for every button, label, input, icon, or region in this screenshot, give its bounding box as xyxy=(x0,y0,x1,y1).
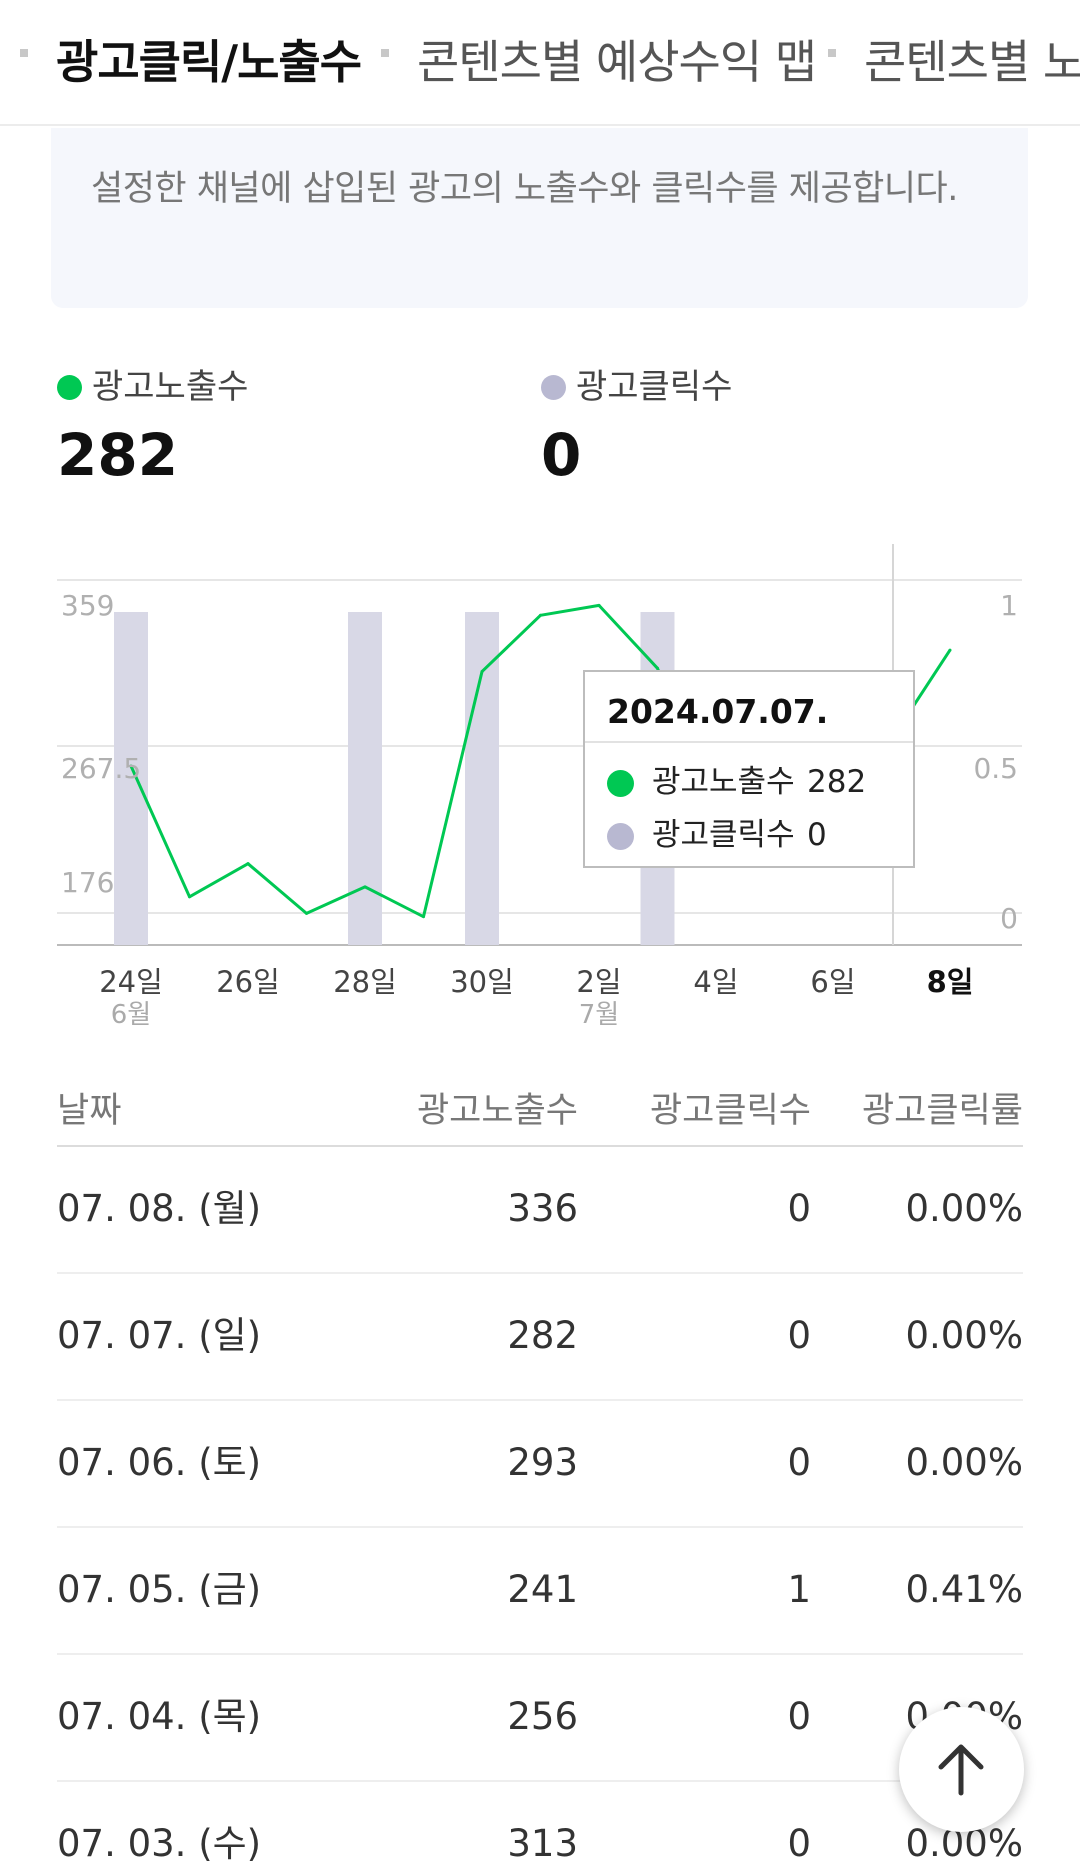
tooltip-row-clicks: 광고클릭수 0 xyxy=(607,813,897,857)
y-right-tick-label: 1 xyxy=(1000,589,1018,622)
cell-date: 07. 04. (목) xyxy=(57,1695,262,1738)
table-header-divider xyxy=(57,1145,1023,1147)
click-bar xyxy=(348,612,382,945)
click-bar xyxy=(465,612,499,945)
metric-label: 광고클릭수 xyxy=(576,367,733,407)
y-right-tick-label: 0.5 xyxy=(973,752,1018,785)
tab-content-impressions[interactable]: 콘텐츠별 노출수 xyxy=(864,35,1080,89)
cell-impressions: 313 xyxy=(507,1822,578,1865)
cell-ctr: 0.00% xyxy=(905,1187,1023,1230)
cell-date: 07. 05. (금) xyxy=(57,1568,262,1611)
scroll-top-button[interactable] xyxy=(899,1707,1024,1832)
x-tick-label: 30일 xyxy=(450,965,514,999)
cell-impressions: 241 xyxy=(507,1568,578,1611)
header-ctr: 광고클릭률 xyxy=(861,1091,1023,1131)
impressions-point xyxy=(422,915,425,919)
arrow-up-icon xyxy=(938,1744,984,1796)
table-row: 07. 07. (일) 282 0 0.00% xyxy=(57,1274,1023,1401)
metric-label: 광고노출수 xyxy=(92,367,249,407)
cell-impressions: 282 xyxy=(507,1314,578,1357)
tooltip-date: 2024.07.07. xyxy=(607,692,829,731)
impressions-point xyxy=(246,862,250,866)
x-month-label: 7월 xyxy=(579,1000,619,1030)
y-left-tick-label: 176 xyxy=(61,866,114,899)
cell-impressions: 336 xyxy=(507,1187,578,1230)
tooltip-divider xyxy=(585,741,913,743)
cell-date: 07. 03. (수) xyxy=(57,1822,262,1865)
impressions-point xyxy=(305,911,308,915)
x-tick-label: 24일 xyxy=(99,965,163,999)
cell-impressions: 256 xyxy=(507,1695,578,1738)
cell-clicks: 0 xyxy=(787,1822,811,1865)
x-tick-label: 2일 xyxy=(576,965,621,999)
impressions-point xyxy=(188,895,191,899)
cell-date: 07. 06. (토) xyxy=(57,1441,262,1484)
description-box: 설정한 채널에 삽입된 광고의 노출수와 클릭수를 제공합니다. xyxy=(51,128,1028,308)
tooltip-label: 광고노출수 xyxy=(652,764,795,800)
tab-separator-dot xyxy=(828,49,836,57)
tab-ad-click-impression[interactable]: 광고클릭/노출수 xyxy=(56,35,362,89)
table-row: 07. 06. (토) 293 0 0.00% xyxy=(57,1401,1023,1528)
table-row: 07. 08. (월) 336 0 0.00% xyxy=(57,1147,1023,1274)
header-date: 날짜 xyxy=(57,1091,122,1131)
impressions-point xyxy=(480,670,484,674)
cell-ctr: 0.00% xyxy=(905,1441,1023,1484)
table-row: 07. 03. (수) 313 0 0.00% xyxy=(57,1782,1023,1865)
click-bar xyxy=(114,612,148,945)
x-tick-label: 6일 xyxy=(810,965,855,999)
chart-tooltip: 2024.07.07. 광고노출수 282 광고클릭수 0 xyxy=(583,670,915,868)
metric-value: 282 xyxy=(57,421,179,489)
cell-clicks: 1 xyxy=(787,1568,811,1611)
tooltip-value: 282 xyxy=(807,764,867,800)
cell-impressions: 293 xyxy=(507,1441,578,1484)
tab-separator-dot xyxy=(381,49,389,57)
gray-dot-icon xyxy=(541,375,566,400)
green-dot-icon xyxy=(607,770,634,797)
x-tick-label: 4일 xyxy=(693,965,738,999)
metric-value: 0 xyxy=(541,421,582,489)
tab-bar: 광고클릭/노출수 콘텐츠별 예상수익 맵 콘텐츠별 노출수 xyxy=(0,0,1080,126)
cell-date: 07. 07. (일) xyxy=(57,1314,262,1357)
tooltip-value: 0 xyxy=(807,817,827,853)
green-dot-icon xyxy=(57,375,82,400)
impressions-point xyxy=(539,613,542,617)
description-text: 설정한 채널에 삽입된 광고의 노출수와 클릭수를 제공합니다. xyxy=(91,169,958,209)
x-tick-label: 8일 xyxy=(927,965,974,999)
impressions-point xyxy=(129,764,133,768)
tooltip-label: 광고클릭수 xyxy=(652,817,795,853)
cell-clicks: 0 xyxy=(787,1187,811,1230)
y-left-tick-label: 267.5 xyxy=(61,752,141,785)
x-month-label: 6월 xyxy=(111,1000,151,1030)
cell-clicks: 0 xyxy=(787,1441,811,1484)
x-tick-label: 28일 xyxy=(333,965,397,999)
tab-separator-dot xyxy=(20,49,28,57)
impressions-point xyxy=(656,666,659,670)
impressions-point xyxy=(363,885,367,889)
impression-click-chart[interactable]: 359 267.5 176 1 0.5 0 24일 26일 28일 30일 2일 4일 6일 8일 6월 7월 xyxy=(0,530,1080,1050)
impressions-point xyxy=(597,603,601,607)
cell-ctr: 0.41% xyxy=(905,1568,1023,1611)
table-row: 07. 05. (금) 241 1 0.41% xyxy=(57,1528,1023,1655)
tab-content-revenue-map[interactable]: 콘텐츠별 예상수익 맵 xyxy=(417,35,817,89)
cell-date: 07. 08. (월) xyxy=(57,1187,262,1230)
y-right-tick-label: 0 xyxy=(1000,902,1018,935)
cell-ctr: 0.00% xyxy=(905,1314,1023,1357)
header-clicks: 광고클릭수 xyxy=(649,1091,811,1131)
header-impressions: 광고노출수 xyxy=(416,1091,578,1131)
impressions-point xyxy=(948,648,952,652)
x-tick-label: 26일 xyxy=(216,965,280,999)
tooltip-row-impressions: 광고노출수 282 xyxy=(607,760,897,804)
cell-clicks: 0 xyxy=(787,1695,811,1738)
gray-dot-icon xyxy=(607,823,634,850)
y-left-tick-label: 359 xyxy=(61,589,114,622)
cell-clicks: 0 xyxy=(787,1314,811,1357)
